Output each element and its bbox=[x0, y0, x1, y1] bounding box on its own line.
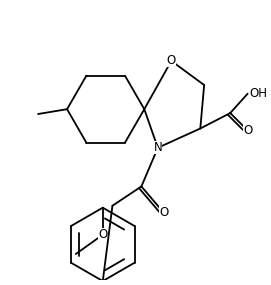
Text: O: O bbox=[167, 54, 176, 68]
Text: OH: OH bbox=[250, 87, 267, 100]
Text: O: O bbox=[98, 228, 107, 241]
Text: O: O bbox=[243, 124, 252, 137]
Text: O: O bbox=[159, 206, 168, 219]
Text: N: N bbox=[153, 141, 162, 154]
